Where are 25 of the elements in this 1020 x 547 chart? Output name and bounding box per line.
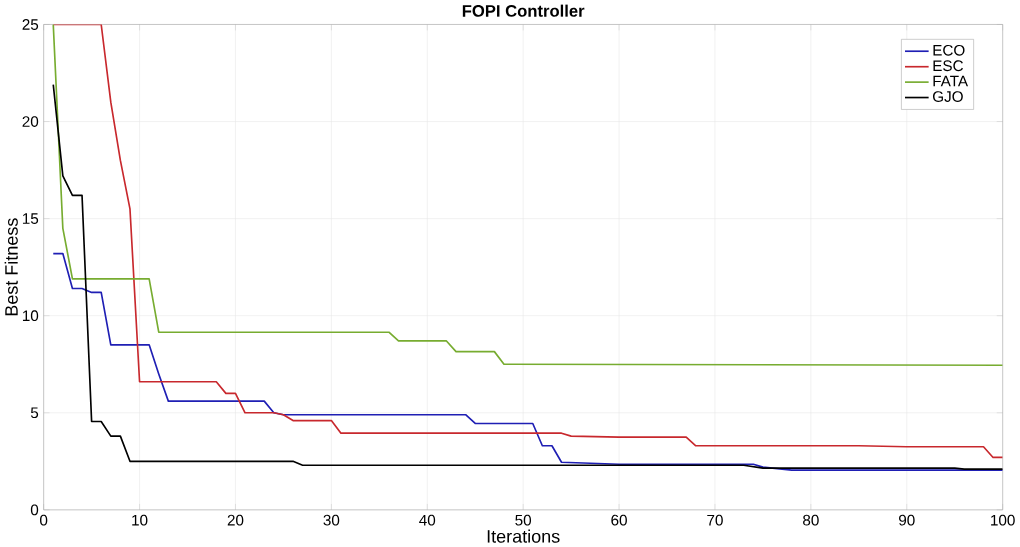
line-series [52, 24, 1003, 366]
y-tick-label: 20 [22, 116, 39, 127]
chart-title: FOPI Controller [462, 4, 585, 17]
y-tick-label: 10 [22, 310, 39, 321]
legend-label: ECO [933, 44, 965, 56]
x-tick-label: 10 [132, 514, 148, 526]
x-tick-label: 40 [419, 514, 436, 526]
x-tick-label: 20 [227, 514, 244, 526]
x-tick-label: 100 [991, 514, 1015, 526]
y-axis-title: Best Fitness [4, 218, 18, 316]
y-tick-label: 25 [22, 18, 39, 30]
x-tick-label: 80 [803, 514, 819, 526]
x-tick-label: 70 [707, 514, 723, 526]
x-tick-label: 90 [899, 514, 915, 526]
y-tick-label: 5 [30, 407, 39, 418]
x-tick-label: 30 [323, 514, 340, 526]
legend-label: GJO [933, 91, 963, 102]
x-tick-label: 50 [515, 514, 532, 526]
y-tick-label: 15 [22, 213, 39, 224]
x-tick-label: 60 [611, 514, 627, 526]
y-tick-label: 0 [30, 504, 39, 516]
x-axis-title: Iterations [487, 529, 560, 543]
legend-label: ESC [933, 60, 963, 71]
x-tick-label: 0 [40, 514, 48, 526]
legend-label: FATA [933, 75, 969, 87]
